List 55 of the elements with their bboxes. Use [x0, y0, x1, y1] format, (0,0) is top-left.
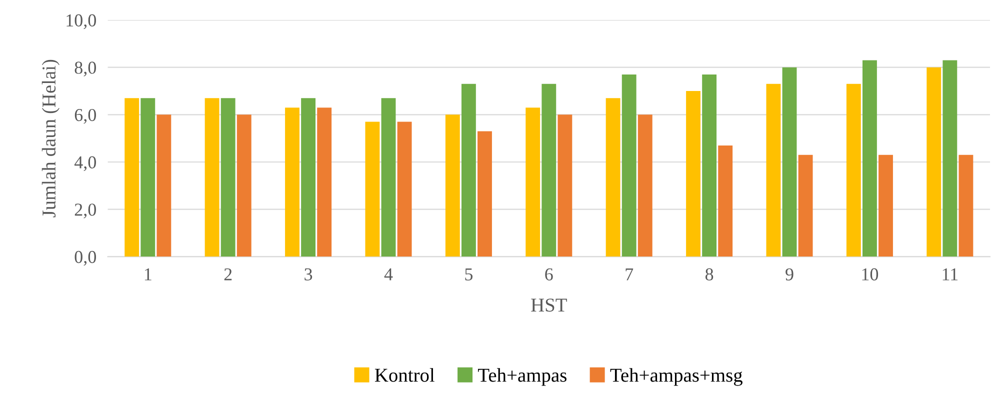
y-tick-label: 10,0 — [66, 14, 96, 30]
bar — [926, 67, 942, 257]
bar — [846, 84, 861, 257]
y-tick-label: 2,0 — [74, 204, 96, 218]
legend-label: Teh+ampas — [478, 368, 566, 386]
bar — [461, 84, 476, 257]
x-tick-label: 1 — [144, 268, 152, 280]
bar — [958, 154, 974, 257]
x-tick-label: 2 — [224, 268, 232, 280]
bar — [156, 114, 172, 257]
y-tick-label: 6,0 — [74, 108, 96, 124]
x-tick-label: 4 — [384, 268, 393, 280]
bar — [718, 145, 733, 257]
bar — [285, 108, 300, 257]
bar — [317, 108, 332, 257]
bar — [942, 60, 958, 257]
bar — [862, 60, 877, 257]
bar — [686, 91, 700, 257]
x-tick-label: 11 — [942, 268, 958, 280]
bar — [204, 98, 220, 257]
bar — [542, 84, 556, 257]
x-axis-title: HST — [531, 298, 567, 312]
x-tick-label: 7 — [626, 268, 634, 280]
bar — [478, 131, 492, 257]
bar — [140, 98, 156, 257]
bar — [798, 154, 813, 257]
y-tick-label: 8,0 — [74, 62, 96, 76]
bar — [365, 122, 380, 257]
bar — [878, 154, 893, 257]
x-tick-label: 3 — [304, 268, 312, 280]
x-tick-label: 8 — [705, 268, 714, 280]
bar — [638, 114, 652, 257]
bar — [558, 114, 572, 257]
bar — [702, 74, 717, 257]
bar — [397, 122, 412, 257]
bar — [622, 74, 636, 257]
bar — [301, 98, 316, 257]
bar — [124, 98, 140, 257]
bar — [220, 98, 236, 257]
bar — [236, 114, 252, 257]
bar — [782, 67, 797, 257]
y-tick-label: 0,0 — [74, 250, 96, 266]
bar — [766, 84, 781, 257]
x-tick-label: 9 — [786, 268, 794, 280]
bar — [526, 108, 540, 257]
x-tick-label: 10 — [862, 268, 878, 280]
bar — [381, 98, 396, 257]
x-tick-label: 5 — [465, 268, 473, 280]
legend-label: Kontrol — [374, 368, 434, 382]
y-axis-title: Jumlah daun (Helai) — [42, 60, 60, 218]
x-tick-label: 6 — [545, 268, 553, 280]
bar — [606, 98, 620, 257]
y-tick-label: 4,0 — [74, 156, 96, 172]
bar — [445, 114, 460, 257]
legend-label: Teh+ampas+msg — [610, 368, 742, 386]
